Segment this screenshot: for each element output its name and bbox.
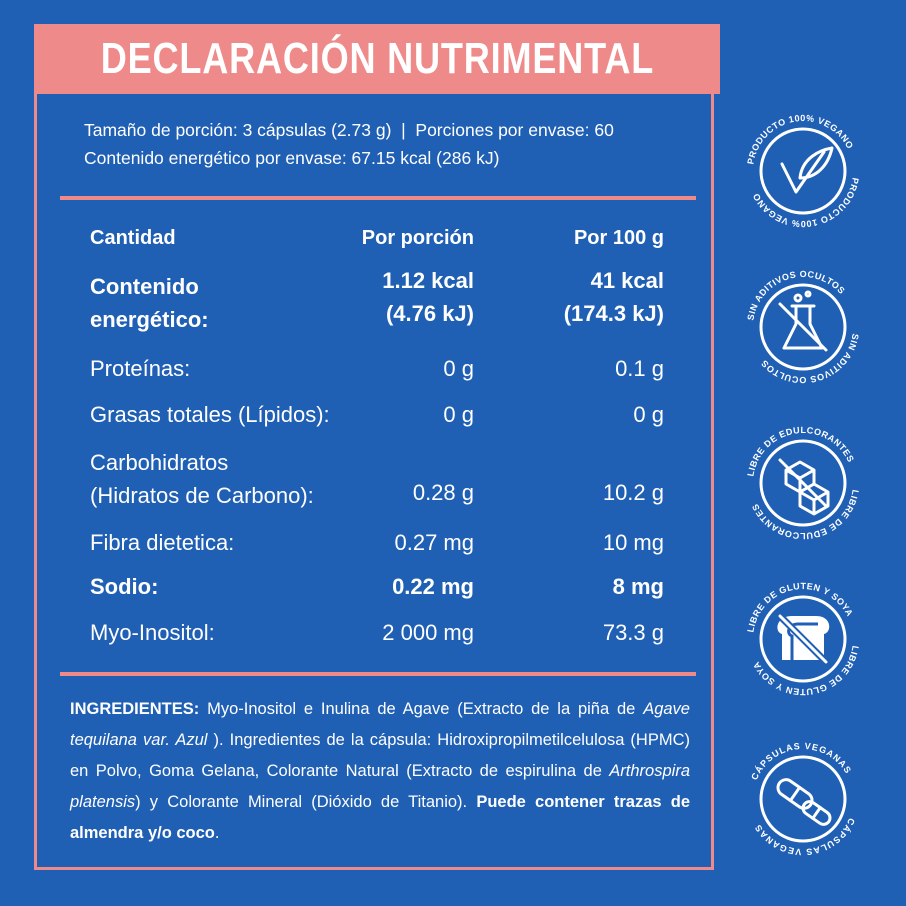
flask-crossed-icon: [778, 290, 828, 352]
bread-crossed-icon: [776, 612, 830, 666]
row-label: Fibra dietetica:: [90, 530, 235, 555]
ingredients-part3: ) y Colorante Mineral (Dióxido de Titani…: [135, 793, 477, 811]
energy-portion-kcal: 1.12 kcal: [382, 268, 474, 293]
header-per-portion: Por porción: [361, 227, 474, 249]
row-per100: 8 mg: [612, 574, 664, 599]
leaf-icon: [780, 146, 834, 194]
ingredients-italic1: Agave tequilana var. Azul: [70, 700, 690, 749]
sugar-cubes-crossed-icon: [778, 458, 830, 516]
row-label: Grasas totales (Lípidos):: [90, 402, 330, 427]
row-portion: 0.27 mg: [394, 530, 475, 555]
row-label: Proteínas:: [90, 356, 191, 381]
header-per-100g: Por 100 g: [573, 227, 664, 249]
energy-portion-kj: (4.76 kJ): [385, 301, 474, 326]
serving-info: Tamaño de porción: 3 cápsulas (2.73 g) |…: [84, 116, 704, 172]
nutrition-panel: [34, 24, 714, 870]
row-per100: 73.3 g: [602, 620, 664, 645]
row-label: Sodio:: [90, 574, 159, 599]
energy-per100-kj: (174.3 kJ): [563, 301, 664, 326]
divider-top: [60, 196, 696, 200]
page-title: DECLARACIÓN NUTRIMENTAL: [100, 34, 654, 83]
energy-label-line2: energético:: [90, 307, 209, 332]
row-portion: 2 000 mg: [382, 620, 474, 645]
row-per100: 0.1 g: [615, 356, 664, 381]
header-quantity: Cantidad: [90, 227, 176, 249]
energy-portion: 1.12 kcal (4.76 kJ): [330, 264, 474, 330]
row-label-line1: Carbohidratos: [90, 450, 229, 475]
ingredients-allergen-warning: Puede contener trazas de almendra y/o co…: [70, 793, 691, 842]
row-per100: 0 g: [633, 402, 664, 427]
row-per100: 10.2 g: [602, 480, 664, 505]
row-per100: 10 mg: [602, 530, 664, 555]
badge-vegan-product: PRODUCTO 100% VEGANO PRODUCTO 100% VEGAN…: [740, 108, 866, 234]
ingredients-label: INGREDIENTES:: [70, 700, 200, 718]
ingredients-part2: ). Ingredientes de la cápsula: Hidroxipr…: [70, 731, 690, 780]
energy-per100: 41 kcal (174.3 kJ): [530, 264, 664, 330]
row-portion: 0.28 g: [412, 480, 474, 505]
ingredients-end: .: [214, 824, 220, 842]
row-portion: 0.22 mg: [392, 574, 474, 599]
row-label: Carbohidratos (Hidratos de Carbono):: [90, 446, 390, 512]
row-portion: 0 g: [443, 356, 474, 381]
ingredients-italic2: Arthrospira platensis: [70, 762, 690, 811]
ingredients-part1: Myo-Inositol e Inulina de Agave (Extract…: [199, 700, 644, 718]
energy-per-pack-line: Contenido energético por envase: 67.15 k…: [84, 148, 500, 168]
badge-sweetener-free: LIBRE DE EDULCORANTES LIBRE DE EDULCORAN…: [740, 420, 866, 546]
badge-gluten-soy-free: LIBRE DE GLUTEN Y SOYA LIBRE DE GLUTEN Y…: [740, 576, 866, 702]
title-banner: DECLARACIÓN NUTRIMENTAL: [34, 24, 720, 94]
badge-no-hidden-additives: SIN ADITIVOS OCULTOS SIN ADITIVOS OCULTO…: [740, 264, 866, 390]
row-label-line2: (Hidratos de Carbono):: [90, 483, 314, 508]
row-portion: 0 g: [443, 402, 474, 427]
energy-label-line1: Contenido: [90, 274, 199, 299]
row-label: Myo-Inositol:: [90, 620, 215, 645]
serving-size-line: Tamaño de porción: 3 cápsulas (2.73 g) |…: [84, 120, 614, 140]
divider-bottom: [60, 672, 696, 676]
capsule-icon: [776, 778, 832, 826]
badge-vegan-capsules: CÁPSULAS VEGANAS CÁPSULAS VEGANAS: [740, 736, 866, 862]
energy-per100-kcal: 41 kcal: [590, 268, 664, 293]
ingredients-text: INGREDIENTES: Myo-Inositol e Inulina de …: [70, 694, 690, 849]
energy-label: Contenido energético:: [90, 270, 350, 336]
